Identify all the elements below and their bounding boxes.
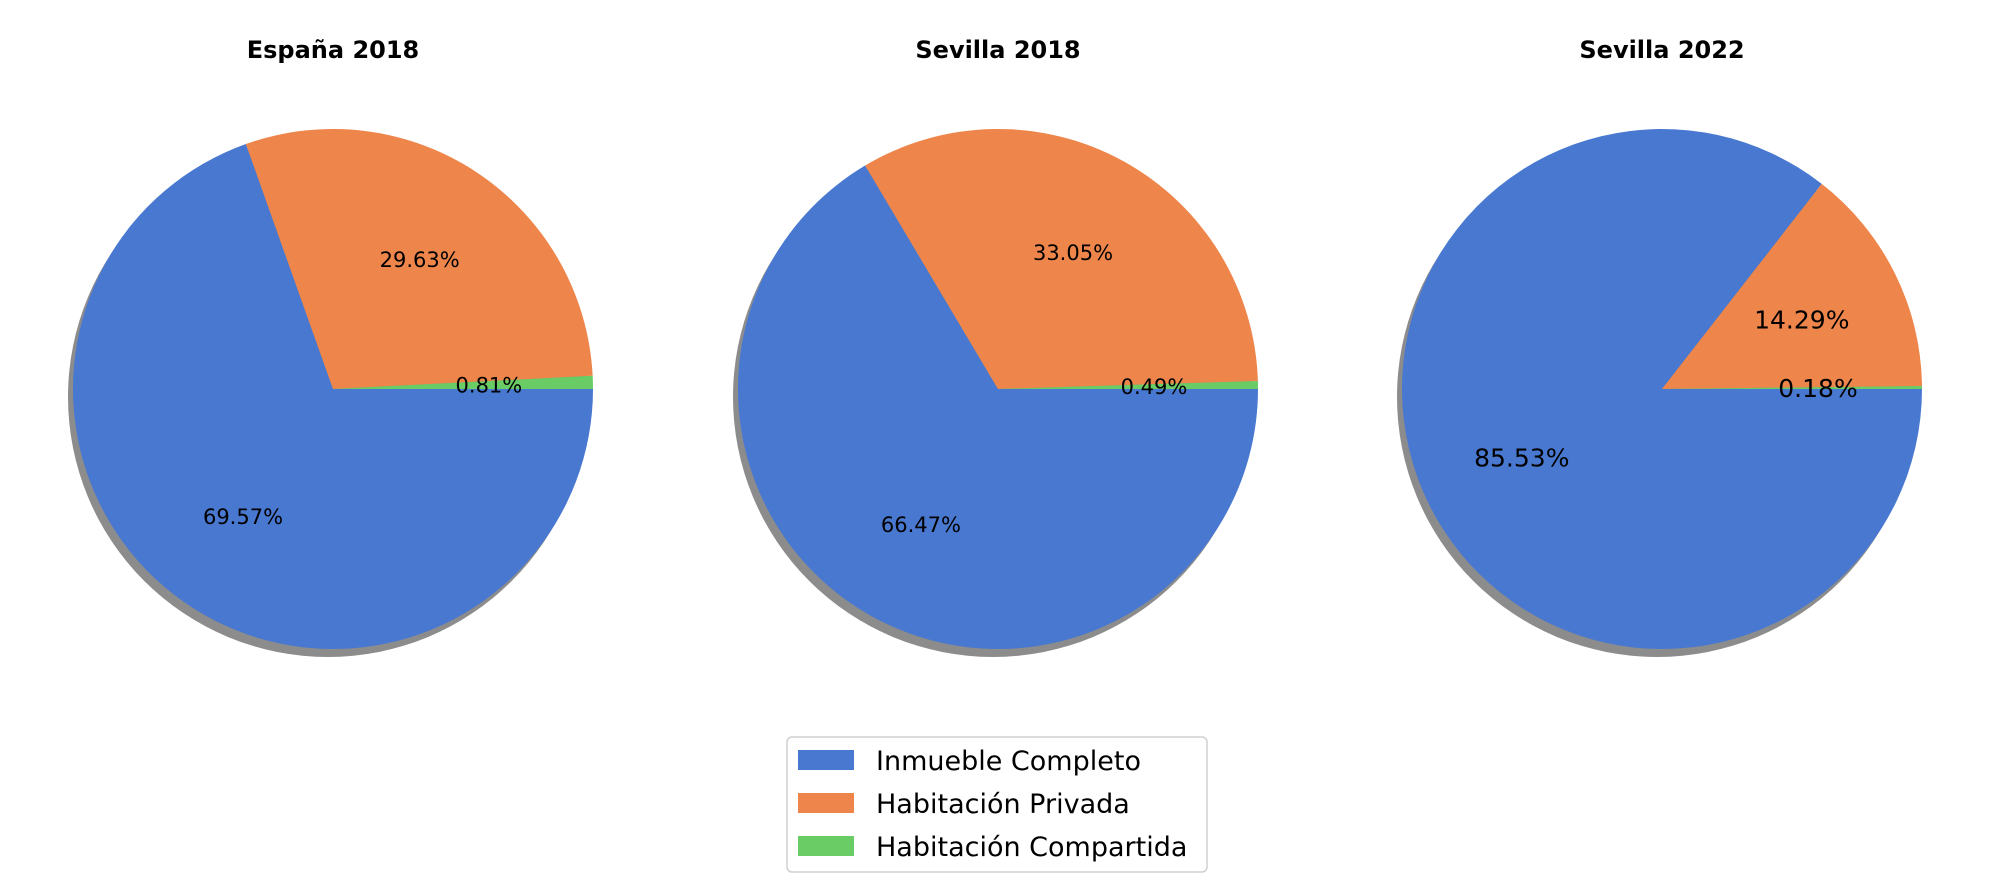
pie-title: Sevilla 2018	[915, 36, 1080, 64]
pie-label-compartida: 0.18%	[1778, 374, 1857, 403]
legend: Inmueble Completo Habitación Privada Hab…	[786, 736, 1208, 873]
legend-swatch-compartida	[798, 836, 854, 856]
pie-slice-compartida	[1662, 386, 1922, 389]
pie-label-inmueble: 66.47%	[881, 513, 961, 537]
pie-slice-privada	[1662, 183, 1922, 389]
pie-label-inmueble: 69.57%	[203, 505, 283, 529]
pie-title: España 2018	[247, 36, 420, 64]
legend-label-inmueble: Inmueble Completo	[876, 746, 1141, 777]
legend-frame	[786, 736, 1208, 873]
pie-slice-privada	[245, 128, 593, 389]
legend-swatch-privada	[798, 793, 854, 813]
pie-label-privada: 14.29%	[1754, 306, 1849, 335]
pie-label-inmueble: 85.53%	[1474, 444, 1569, 473]
pie-3: Sevilla 2022 85.53% 14.29% 0.18%	[1397, 36, 1922, 657]
legend-label-privada: Habitación Privada	[876, 789, 1130, 820]
pie-slice-inmueble	[73, 144, 593, 649]
legend-label-compartida: Habitación Compartida	[876, 832, 1187, 863]
pie-title: Sevilla 2022	[1579, 36, 1744, 64]
legend-swatch-inmueble	[798, 750, 854, 770]
pie-label-privada: 29.63%	[380, 248, 460, 272]
pie-label-compartida: 0.81%	[456, 374, 523, 398]
pie-slice-compartida	[333, 375, 593, 389]
pie-slice-privada	[865, 128, 1258, 389]
pie-label-compartida: 0.49%	[1121, 375, 1188, 399]
pies-group: España 2018 69.57% 29.63% 0.81% Sevilla 2018…	[68, 36, 1922, 657]
pie-slice-compartida	[998, 381, 1258, 389]
pie-1: España 2018 69.57% 29.63% 0.81%	[68, 36, 593, 657]
pie-slice-inmueble	[737, 165, 1258, 649]
pie-2: Sevilla 2018 66.47% 33.05% 0.49%	[733, 36, 1258, 657]
pie-label-privada: 33.05%	[1033, 241, 1113, 265]
pie-slice-inmueble	[1402, 129, 1922, 650]
